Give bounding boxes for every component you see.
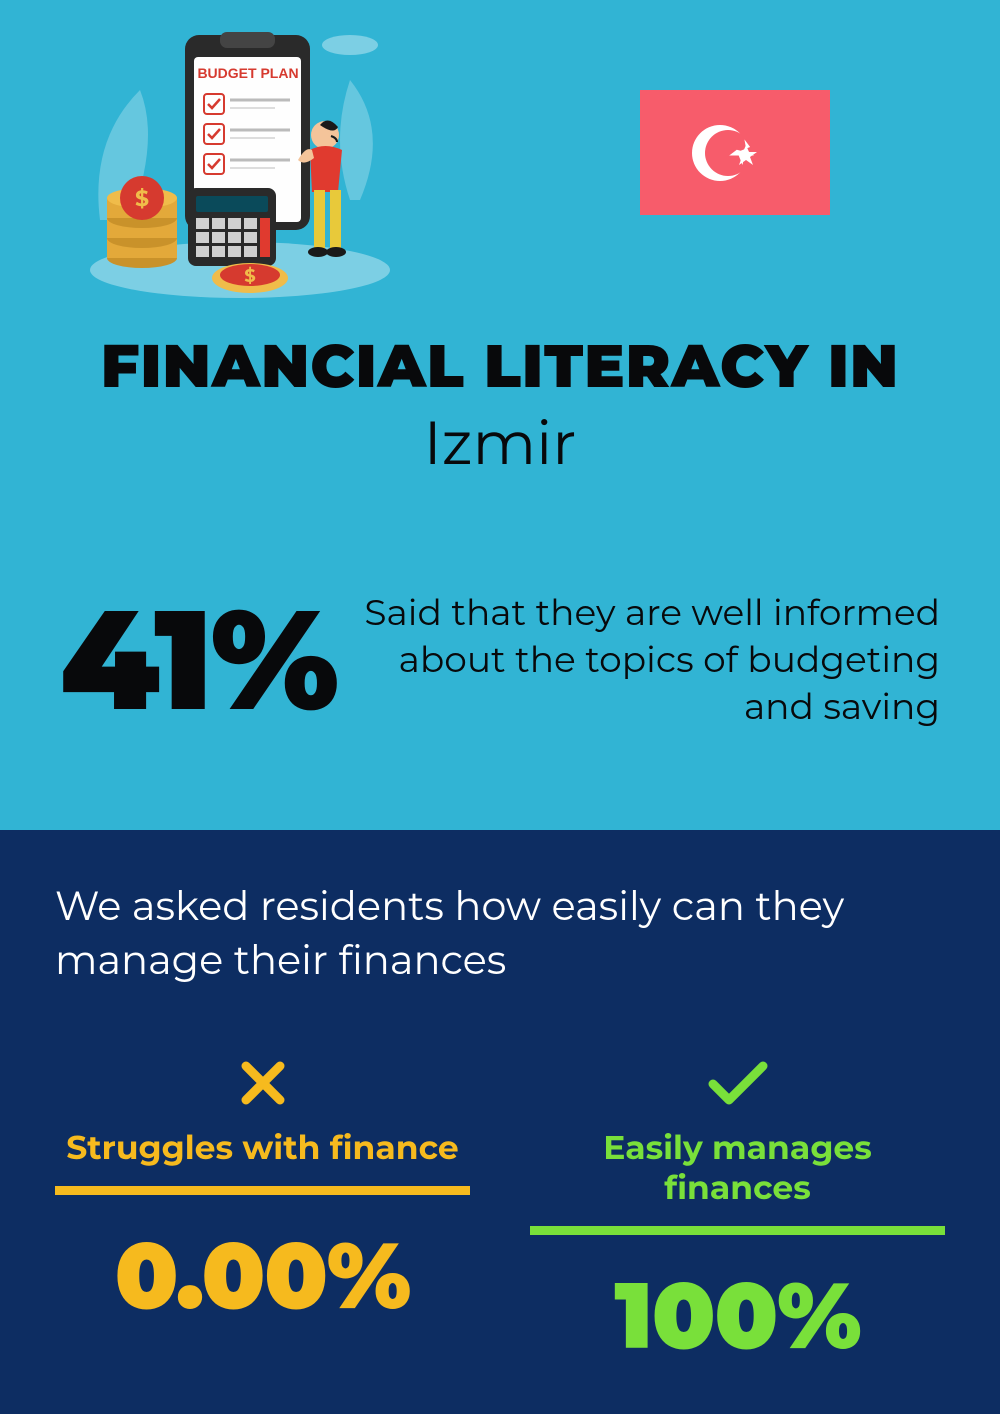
svg-text:$: $: [244, 265, 255, 287]
svg-text:$: $: [135, 185, 149, 212]
stat-percent: 41%: [60, 590, 337, 730]
struggles-label: Struggles with finance: [55, 1128, 470, 1195]
question-text: We asked residents how easily can they m…: [55, 880, 945, 988]
stat-block: 41% Said that they are well informed abo…: [60, 590, 940, 730]
manages-value: 100%: [530, 1260, 945, 1372]
check-icon: [530, 1048, 945, 1118]
crescent-star-icon: [680, 108, 770, 198]
comparison-columns: Struggles with finance 0.00% Easily mana…: [55, 1048, 945, 1372]
title-block: FINANCIAL LITERACY IN Izmir: [0, 330, 1000, 480]
cross-icon: [55, 1048, 470, 1118]
title-main: FINANCIAL LITERACY IN: [0, 330, 1000, 403]
stat-description: Said that they are well informed about t…: [357, 590, 940, 730]
clipboard-label: BUDGET PLAN: [197, 65, 298, 81]
struggles-value: 0.00%: [55, 1220, 470, 1332]
bottom-section: We asked residents how easily can they m…: [0, 830, 1000, 1414]
top-section: BUDGET PLAN: [0, 0, 1000, 830]
manages-label: Easily manages finances: [530, 1128, 945, 1235]
struggles-column: Struggles with finance 0.00%: [55, 1048, 470, 1372]
turkey-flag: [640, 90, 830, 215]
title-city: Izmir: [0, 407, 1000, 480]
budget-illustration: BUDGET PLAN: [80, 20, 400, 300]
manages-column: Easily manages finances 100%: [530, 1048, 945, 1372]
